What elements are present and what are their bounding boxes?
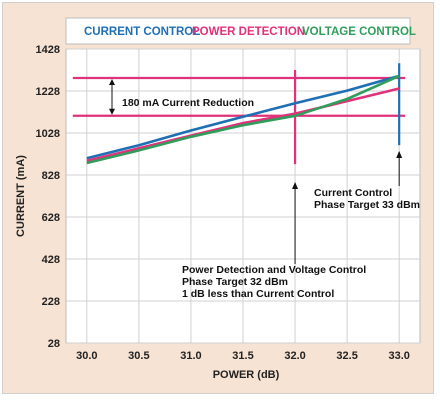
annotation-current-control-line-1: Current Control xyxy=(314,187,392,199)
x-axis-label: POWER (dB) xyxy=(213,369,280,381)
x-tick-label: 31.0 xyxy=(180,350,201,362)
annotation-arrows xyxy=(109,78,403,264)
y-tick-label: 1228 xyxy=(36,86,60,98)
annotation-current-reduction: 180 mA Current Reduction xyxy=(122,97,254,109)
legend-box xyxy=(65,17,411,45)
x-tick-label: 31.5 xyxy=(232,350,253,362)
y-tick-label: 228 xyxy=(42,296,60,308)
series-lines xyxy=(86,74,400,165)
annotation-power-voltage-line-2: Phase Target 32 dBm xyxy=(182,276,288,288)
y-tick-labels: 1428 1228 1028 828 628 428 228 28 xyxy=(36,44,60,350)
x-tick-labels: 30.0 30.5 31.0 31.5 32.0 32.5 33.0 xyxy=(76,350,410,362)
y-axis-label: CURRENT (mA) xyxy=(15,155,27,237)
x-tick-label: 32.0 xyxy=(284,350,305,362)
x-tick-label: 30.5 xyxy=(128,350,149,362)
arrow-head-up xyxy=(109,78,115,85)
x-tick-label: 33.0 xyxy=(388,350,409,362)
y-tick-label: 628 xyxy=(42,212,60,224)
series-line-power-detection xyxy=(86,87,400,163)
legend-power-detection: POWER DETECTION xyxy=(192,26,305,38)
legend-current-control: CURRENT CONTROL xyxy=(84,26,200,38)
y-tick-label: 828 xyxy=(42,170,60,182)
y-tick-label: 428 xyxy=(42,254,60,266)
legend-voltage-control: VOLTAGE CONTROL xyxy=(302,26,416,38)
y-tick-label: 1428 xyxy=(36,44,60,56)
annotation-power-voltage-line-3: 1 dB less than Current Control xyxy=(182,288,334,300)
y-tick-label: 1028 xyxy=(36,128,60,140)
x-tick-label: 32.5 xyxy=(336,350,357,362)
arrow-head-down xyxy=(109,108,115,115)
series-line-voltage-control xyxy=(86,74,400,165)
y-tick-label: 28 xyxy=(48,338,60,350)
series-line-current-control xyxy=(86,74,400,160)
arrow-head-current-control xyxy=(396,151,403,158)
annotation-power-voltage-line-1: Power Detection and Voltage Control xyxy=(182,264,366,276)
annotation-current-control-line-2: Phase Target 33 dBm xyxy=(314,199,420,211)
arrow-head-power-voltage xyxy=(292,182,299,189)
x-tick-label: 30.0 xyxy=(76,350,97,362)
